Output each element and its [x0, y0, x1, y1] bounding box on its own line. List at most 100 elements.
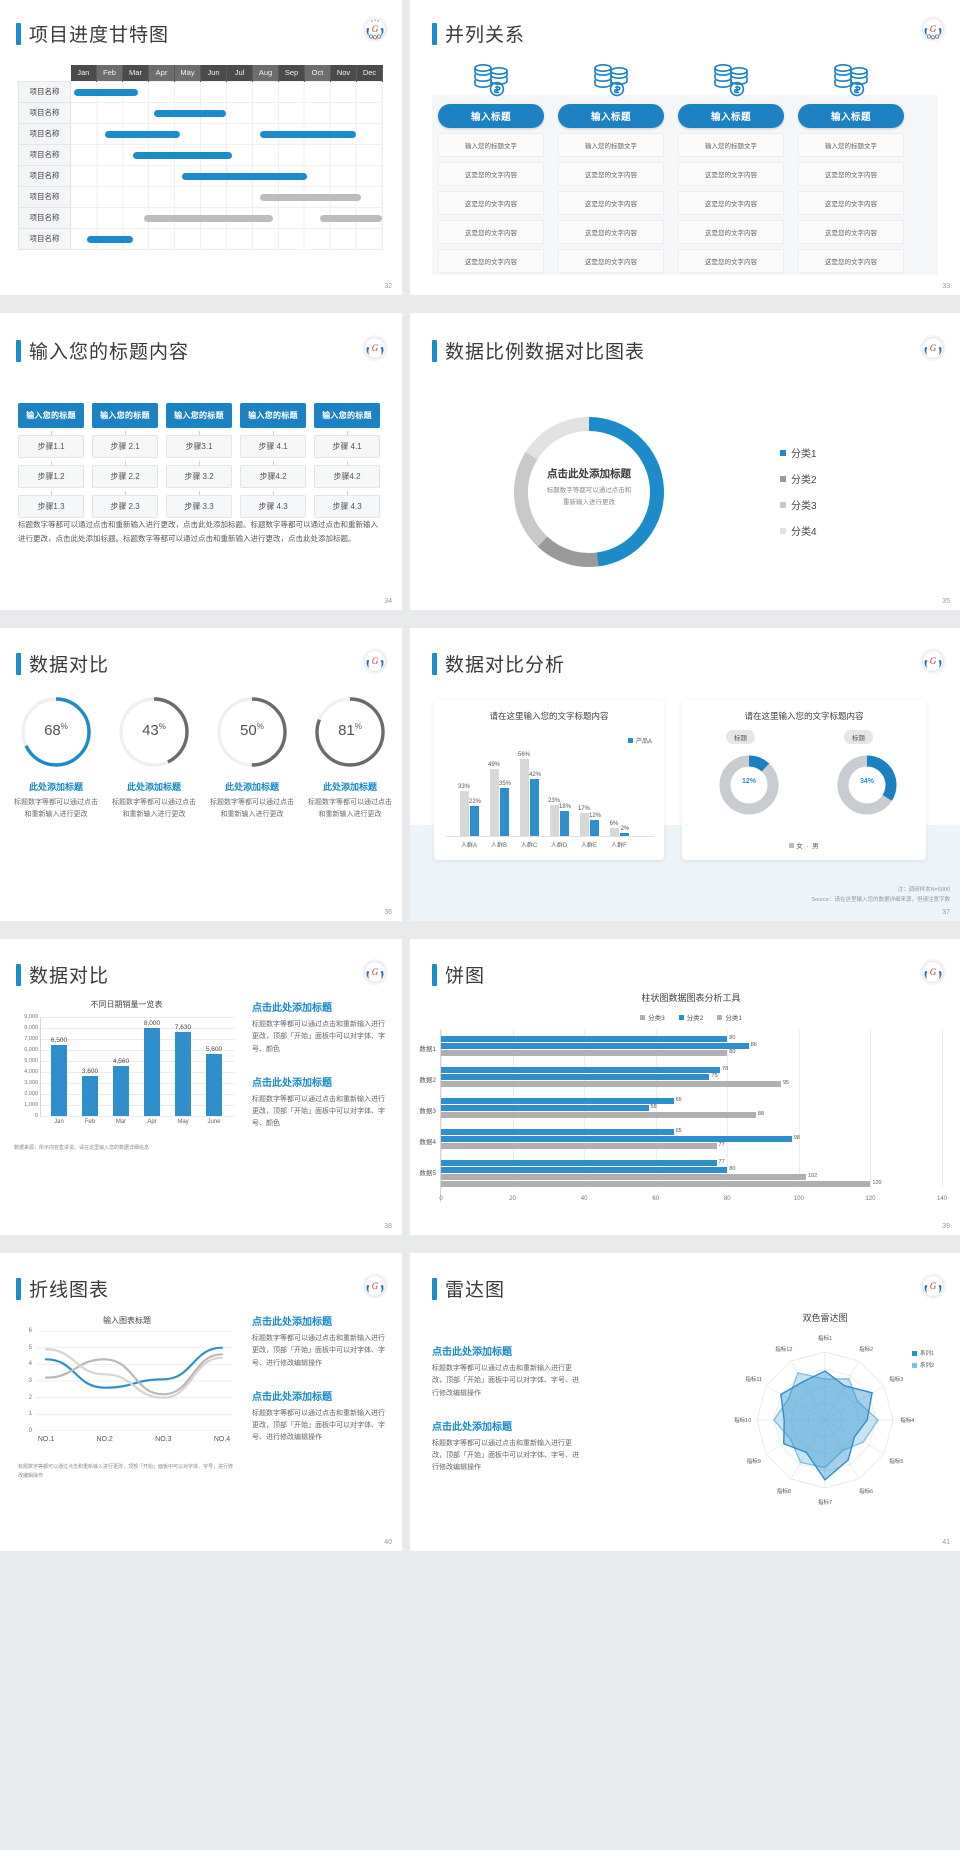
parallel-cell[interactable]: 这是您的文字内容 — [438, 162, 544, 186]
side-block-heading[interactable]: 点击此处添加标题 — [252, 1003, 332, 1014]
side-block-heading[interactable]: 点击此处添加标题 — [252, 1391, 332, 1403]
hbar[interactable] — [441, 1167, 728, 1173]
parallel-cell[interactable]: 输入您的标题文字 — [438, 133, 544, 157]
side-block-heading[interactable]: 点击此处添加标题 — [432, 1347, 512, 1358]
bar-blue[interactable] — [500, 788, 509, 836]
bar[interactable] — [82, 1076, 98, 1116]
step-item[interactable]: 步骤 2.1 — [92, 431, 158, 458]
gantt-bar[interactable] — [143, 214, 274, 222]
hbar[interactable] — [441, 1143, 717, 1149]
side-block-heading[interactable]: 点击此处添加标题 — [252, 1077, 332, 1089]
mini-donut[interactable]: 34% — [834, 752, 900, 823]
slide-rings[interactable]: 数据对比 G 68% 此处添加标题 标题数字等都可以通过点击和重新输入进行更改 43%… — [0, 628, 402, 921]
slide-analysis[interactable]: 数据对比分析 G 请在这里输入您的文字标题内容 产品A 33% 22% 人群A 49%… — [410, 628, 960, 921]
parallel-cell[interactable]: 这是您的文字内容 — [558, 249, 664, 273]
bar[interactable] — [175, 1032, 191, 1116]
slide-radar[interactable]: 雷达图 G 点击此处添加标题 标题数字等都可以通过点击和重新输入进行更改，顶部「开… — [410, 1253, 960, 1551]
bar-blue[interactable] — [590, 819, 599, 836]
step-header-5[interactable]: 输入您的标题 — [314, 403, 380, 428]
hbar[interactable] — [441, 1050, 728, 1056]
parallel-cell[interactable]: 这是您的文字内容 — [678, 220, 784, 244]
bar-gray[interactable] — [550, 804, 559, 836]
slide-parallel[interactable]: 并列关系 G 输入标题 输入您的标题文字 这是您的文字内容 这是您的文字内容 这是您的文… — [410, 0, 960, 295]
bar[interactable] — [206, 1054, 222, 1116]
radar-legend-item[interactable]: 系列2 — [911, 1361, 934, 1369]
step-item[interactable]: 步骤 4.1 — [240, 431, 306, 458]
progress-ring[interactable]: 81% — [312, 694, 388, 770]
bar-blue[interactable] — [530, 778, 539, 836]
gantt-bar[interactable] — [260, 130, 357, 138]
progress-ring[interactable]: 43% — [116, 694, 192, 770]
step-item[interactable]: 步骤 2.3 — [92, 491, 158, 518]
donut-tag[interactable]: 标题 — [726, 730, 755, 744]
donut-legend-item[interactable]: 分类1 — [780, 445, 817, 460]
gantt-bar[interactable] — [182, 172, 307, 180]
line-series[interactable] — [44, 1346, 224, 1389]
radar-legend-item[interactable]: 系列1 — [911, 1349, 934, 1357]
step-header-2[interactable]: 输入您的标题 — [92, 403, 158, 428]
side-block-heading[interactable]: 点击此处添加标题 — [432, 1421, 512, 1433]
step-header-1[interactable]: 输入您的标题 — [18, 403, 84, 428]
step-item[interactable]: 步骤1.1 — [18, 431, 84, 458]
hbar[interactable] — [441, 1036, 728, 1042]
parallel-pill-3[interactable]: 输入标题 — [678, 104, 784, 128]
donut-legend-item[interactable]: 分类4 — [780, 523, 817, 538]
analysis-card-right[interactable]: 请在这里输入您的文字标题内容 12% 标题 34% 标题 女 · 男 — [682, 700, 926, 860]
gantt-bar[interactable] — [319, 214, 382, 222]
parallel-cell[interactable]: 这是您的文字内容 — [678, 162, 784, 186]
step-header-3[interactable]: 输入您的标题 — [166, 403, 232, 428]
bar[interactable] — [51, 1044, 67, 1116]
donut-slice[interactable] — [537, 536, 599, 567]
donut-slice[interactable] — [588, 417, 664, 567]
hbar[interactable] — [441, 1129, 674, 1135]
slide-line[interactable]: 折线图表 G 输入图表标题 6 5 4 3 2 1 0 NO.1 NO.2 NO.3 NO.4 标题… — [0, 1253, 402, 1551]
line-series[interactable] — [44, 1348, 224, 1399]
bar-gray[interactable] — [520, 759, 529, 836]
line-series[interactable] — [44, 1353, 224, 1396]
slide-hbar[interactable]: 饼图 G 柱状图数据图表分析工具 分类3 分类2 分类1 0 20 40 60 80 100 1… — [410, 939, 960, 1235]
parallel-pill-4[interactable]: 输入标题 — [798, 104, 904, 128]
hbar-legend-item[interactable]: 分类3 — [640, 1012, 665, 1022]
slide-gantt[interactable]: 项目进度甘特图 G Jan Feb Mar Apr — [0, 0, 402, 295]
parallel-cell[interactable]: 这是您的文字内容 — [798, 220, 904, 244]
step-item[interactable]: 步骤4.2 — [240, 461, 306, 488]
donut-slice[interactable] — [514, 451, 548, 547]
donut-tag[interactable]: 标题 — [844, 730, 873, 744]
parallel-cell[interactable]: 这是您的文字内容 — [558, 162, 664, 186]
hbar-legend-item[interactable]: 分类2 — [678, 1012, 703, 1022]
parallel-cell[interactable]: 这是您的文字内容 — [438, 249, 544, 273]
bar-gray[interactable] — [490, 769, 499, 836]
hbar[interactable] — [441, 1067, 721, 1073]
hbar[interactable] — [441, 1112, 756, 1118]
step-item[interactable]: 步骤 4.3 — [314, 491, 380, 518]
step-item[interactable]: 步骤1.3 — [18, 491, 84, 518]
step-item[interactable]: 步骤 4.1 — [314, 431, 380, 458]
bar-blue[interactable] — [470, 805, 479, 836]
step-item[interactable]: 步骤3.1 — [166, 431, 232, 458]
bar[interactable] — [144, 1028, 160, 1116]
analysis-card-left[interactable]: 请在这里输入您的文字标题内容 产品A 33% 22% 人群A 49% 35% 人群B 56%… — [434, 700, 664, 860]
hbar[interactable] — [441, 1098, 674, 1104]
progress-ring[interactable]: 68% — [18, 694, 94, 770]
hbar-legend-item[interactable]: 分类1 — [717, 1012, 742, 1022]
ring-caption-heading[interactable]: 此处添加标题 — [126, 782, 181, 792]
bar-gray[interactable] — [460, 790, 469, 836]
gantt-bar[interactable] — [73, 88, 139, 96]
parallel-cell[interactable]: 输入您的标题文字 — [798, 133, 904, 157]
hbar[interactable] — [441, 1081, 781, 1087]
bar-blue[interactable] — [560, 811, 569, 836]
gantt-bar[interactable] — [86, 235, 134, 243]
bar-gray[interactable] — [610, 827, 619, 836]
parallel-cell[interactable]: 输入您的标题文字 — [678, 133, 784, 157]
step-item[interactable]: 步骤1.2 — [18, 461, 84, 488]
donut-slice[interactable] — [525, 417, 590, 460]
side-block-heading[interactable]: 点击此处添加标题 — [252, 1317, 332, 1328]
gantt-bar[interactable] — [133, 151, 232, 159]
parallel-cell[interactable]: 这是您的文字内容 — [438, 220, 544, 244]
radar-series[interactable] — [780, 1370, 873, 1481]
hbar[interactable] — [441, 1181, 871, 1187]
step-header-4[interactable]: 输入您的标题 — [240, 403, 306, 428]
hbar[interactable] — [441, 1105, 649, 1111]
gantt-bar[interactable] — [153, 109, 227, 117]
parallel-cell[interactable]: 这是您的文字内容 — [558, 220, 664, 244]
